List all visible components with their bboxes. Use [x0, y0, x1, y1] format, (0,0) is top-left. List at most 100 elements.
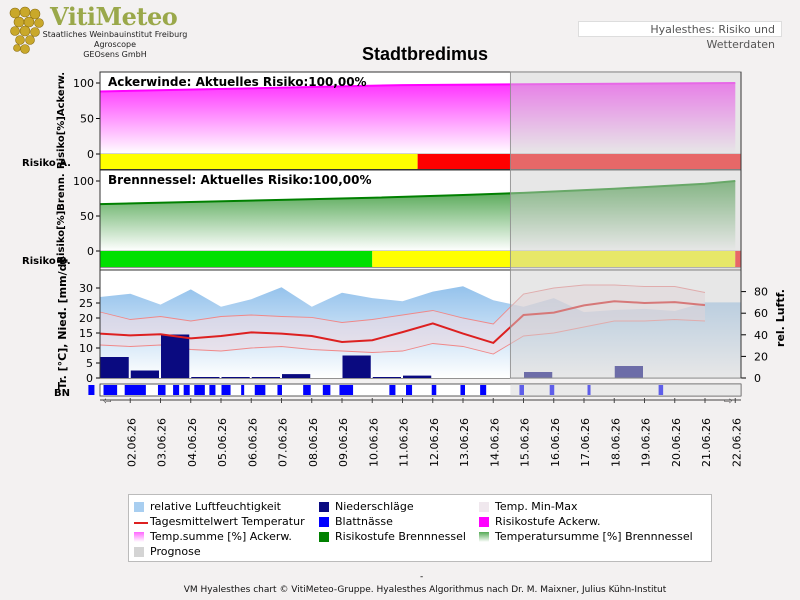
brand-name: VitiMeteo	[50, 2, 178, 31]
weather-ytick-label: 15	[79, 327, 93, 340]
x-tick-label: 11.06.26	[398, 418, 411, 467]
weather-ytick-label: 0	[86, 372, 93, 385]
leaf-wetness-segment	[254, 385, 266, 395]
leaf-wetness-segment	[389, 385, 396, 395]
x-tick-label: 12.06.26	[428, 418, 441, 467]
humidity-ytick-label: 0	[754, 372, 761, 385]
precip-bar	[372, 377, 401, 378]
x-tick-label: 18.06.26	[609, 418, 622, 467]
leaf-wetness-segment	[124, 385, 146, 395]
institute-line-1: Staatliches Weinbauinstitut Freiburg	[42, 30, 188, 39]
x-tick-label: 22.06.26	[730, 418, 743, 467]
brennnessel-risk-segment	[100, 251, 373, 267]
brennnessel-annotation: Brennnessel: Aktuelles Risiko:100,00%	[108, 173, 372, 187]
legend-label: relative Luftfeuchtigkeit	[150, 500, 281, 513]
precip-bar	[282, 374, 311, 378]
ackerwinde-ytick-label: 50	[80, 113, 94, 126]
x-tick-label: 16.06.26	[549, 418, 562, 467]
leaf-wetness-segment	[221, 385, 231, 395]
leaf-wetness-segment	[431, 385, 437, 395]
leaf-wetness-segment	[183, 385, 190, 395]
legend-label: Temperatursumme [%] Brennnessel	[495, 530, 693, 543]
legend-label: Risikostufe Brennnessel	[335, 530, 466, 543]
institute-line-2: Agroscope	[93, 40, 137, 49]
ackerwinde-ylabel: Risiko[%]Ackerw.	[56, 72, 67, 169]
leaf-wetness-segment	[339, 385, 354, 395]
leaf-wetness-segment	[277, 385, 282, 395]
precip-bar	[161, 334, 190, 378]
legend-label: Temp.summe [%] Ackerw.	[150, 530, 292, 543]
grapes-icon	[9, 6, 44, 54]
precip-bar	[130, 370, 159, 378]
legend-label: Prognose	[150, 545, 201, 558]
x-tick-label: 13.06.26	[458, 418, 471, 467]
x-tick-label: 02.06.26	[125, 418, 138, 467]
leaf-wetness-segment	[406, 385, 413, 395]
legend-swatch	[479, 502, 489, 512]
legend-swatch	[319, 502, 329, 512]
legend-label: Blattnässe	[335, 515, 393, 528]
x-tick-label: 09.06.26	[337, 418, 350, 467]
legend-swatch	[319, 532, 329, 542]
legend: relative Luftfeuchtigkeit Niederschläge Te…	[128, 494, 712, 562]
x-tick-label: 05.06.26	[216, 418, 229, 467]
precip-bar	[342, 355, 371, 378]
legend-label: Tagesmittelwert Temperatur	[150, 515, 305, 528]
institute-line-3: GEOsens GmbH	[83, 50, 147, 59]
brennnessel-ytick-label: 100	[73, 175, 94, 188]
precip-bar	[221, 377, 250, 378]
leaf-wetness-segment	[157, 385, 166, 395]
leaf-wetness-segment	[209, 385, 216, 395]
leaf-wetness-segment	[549, 385, 555, 395]
x-tick-label: 08.06.26	[307, 418, 320, 467]
legend-swatch	[319, 517, 329, 527]
humidity-ylabel: rel. Luftf.	[774, 289, 787, 347]
humidity-ytick-label: 20	[754, 350, 768, 363]
weather-ytick-label: 5	[86, 357, 93, 370]
ackerwinde-risk-segment	[100, 154, 418, 169]
legend-label: Niederschläge	[335, 500, 414, 513]
humidity-ytick-label: 40	[754, 329, 768, 342]
leaf-wetness-segment	[587, 385, 591, 395]
weather-ytick-label: 20	[79, 312, 93, 325]
panel-overlays	[99, 71, 742, 396]
footer-credits: VM Hyalesthes chart © VitiMeteo-Gruppe. …	[183, 585, 667, 595]
weather-ytick-label: 30	[79, 282, 93, 295]
x-tick-label: 17.06.26	[579, 418, 592, 467]
brennnessel-ylabel: Risiko[%]Brenn.	[56, 173, 67, 263]
precip-bar	[251, 377, 280, 378]
ackerwinde-row-label: Risiko A.	[22, 158, 71, 169]
leaf-wetness-segment	[460, 385, 465, 395]
precip-bar	[100, 357, 129, 378]
x-tick-label: 15.06.26	[519, 418, 532, 467]
prognose-shading	[509, 71, 742, 379]
scroll-right-icon: ⇨	[724, 396, 732, 407]
legend-swatch	[479, 532, 489, 542]
brennnessel-row-label: Risiko B.	[22, 256, 71, 267]
leaf-wetness-segment	[194, 385, 205, 395]
legend-label: Risikostufe Ackerw.	[495, 515, 601, 528]
legend-label: Temp. Min-Max	[495, 500, 578, 513]
ackerwinde-ytick-label: 0	[87, 148, 94, 161]
precip-bar	[403, 375, 432, 378]
brennnessel-ytick-label: 50	[80, 210, 94, 223]
legend-swatch	[134, 522, 148, 524]
leaf-wetness-segment	[103, 385, 118, 395]
x-tick-label: 19.06.26	[640, 418, 653, 467]
leaf-wetness-segment	[322, 385, 331, 395]
logo: VitiMeteo Staatliches Weinbauinstitut Fr…	[2, 2, 187, 60]
scroll-left-icon: ⇦	[103, 396, 111, 407]
x-axis: 02.06.26 03.06.26 04.06.26 05.06.26 06.06.26…	[100, 396, 743, 467]
leaf-wetness-segment	[658, 385, 664, 395]
prognose-shading-bn	[510, 384, 741, 396]
humidity-ytick-label: 60	[754, 307, 768, 320]
x-tick-label: 03.06.26	[156, 418, 169, 467]
weather-ytick-label: 10	[79, 342, 93, 355]
leaf-wetness-segment	[173, 385, 180, 395]
footer-dash: -	[420, 572, 424, 582]
weather-ylabel: Tr. [°C], Nied. [mm/d]	[56, 259, 69, 390]
x-tick-label: 10.06.26	[367, 418, 380, 467]
leaf-wetness-segment	[88, 385, 95, 395]
x-tick-label: 06.06.26	[246, 418, 259, 467]
